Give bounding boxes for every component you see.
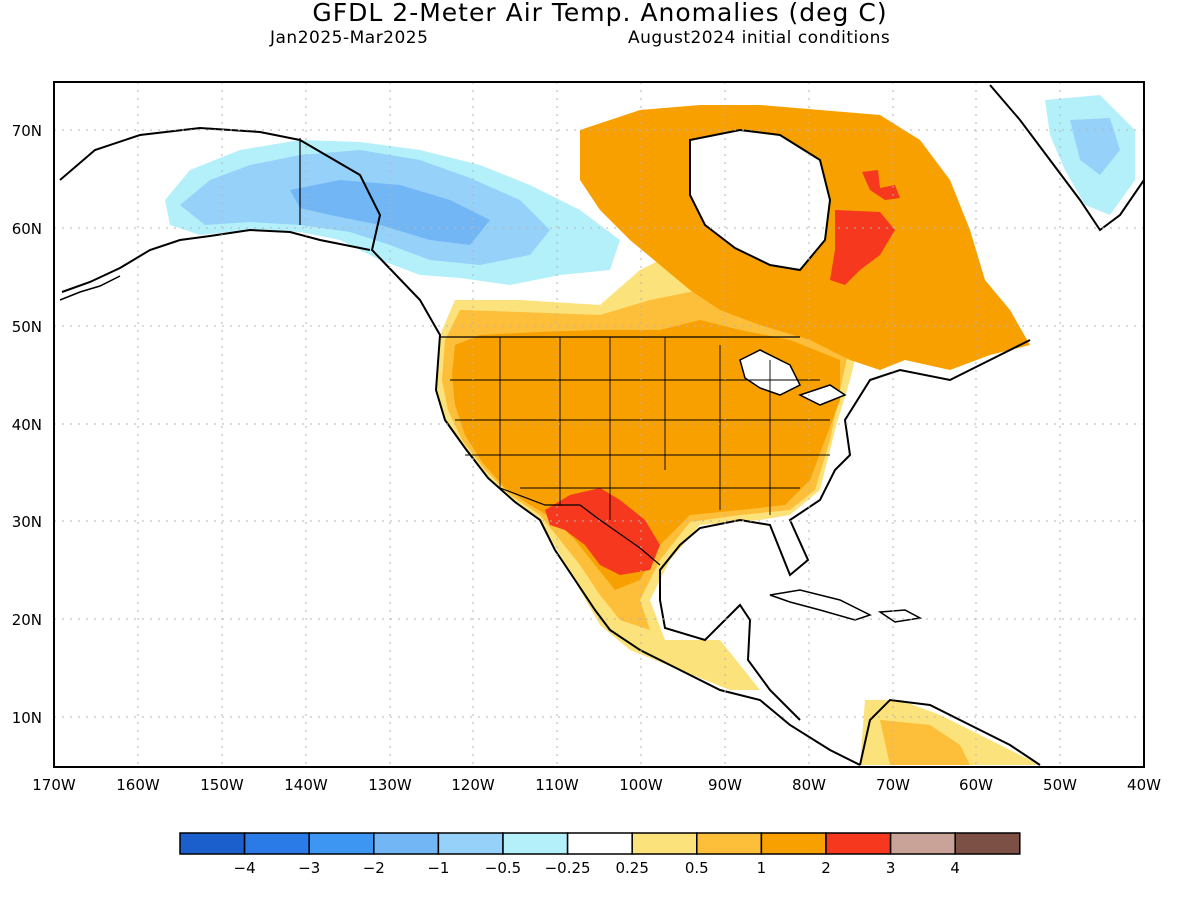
border-us-mexico bbox=[499, 487, 661, 566]
hot-region-labrador bbox=[830, 210, 895, 285]
colorbar-swatch bbox=[437, 832, 504, 855]
lat-tick: 60N bbox=[12, 220, 42, 238]
coastline-hudson bbox=[689, 128, 832, 272]
colorbar-swatch bbox=[502, 832, 569, 855]
greenland-cold-core bbox=[1070, 118, 1120, 175]
colorbar-label: −2 bbox=[363, 859, 385, 877]
south-america-warm2 bbox=[880, 720, 970, 765]
colorbar-label: −1 bbox=[427, 859, 449, 877]
chart-title: GFDL 2-Meter Air Temp. Anomalies (deg C) bbox=[312, 0, 888, 27]
hot-region-texas bbox=[545, 488, 660, 575]
colorbar-swatch bbox=[308, 832, 375, 855]
lon-tick: 120W bbox=[451, 776, 495, 794]
lon-tick: 170W bbox=[32, 776, 76, 794]
map-frame bbox=[53, 81, 1145, 768]
lon-tick: 90W bbox=[708, 776, 742, 794]
lat-tick: 50N bbox=[12, 318, 42, 336]
colorbar-label: 1 bbox=[757, 859, 767, 877]
colorbar-label: 0.25 bbox=[615, 859, 648, 877]
forecast-period: Jan2025-Mar2025 bbox=[270, 28, 429, 48]
cold-region-core bbox=[290, 180, 490, 245]
colorbar-label: 0.5 bbox=[685, 859, 709, 877]
lon-tick: 110W bbox=[535, 776, 579, 794]
colorbar-label: −4 bbox=[234, 859, 256, 877]
coastline-greenland bbox=[989, 84, 1144, 232]
lon-tick: 60W bbox=[959, 776, 993, 794]
colorbar-swatch bbox=[243, 832, 310, 855]
lon-tick: 160W bbox=[116, 776, 160, 794]
coastline-alaska bbox=[59, 126, 371, 293]
lat-tick: 30N bbox=[12, 513, 42, 531]
colorbar-swatch bbox=[889, 832, 956, 855]
colorbar-swatch bbox=[179, 832, 246, 855]
lon-tick: 100W bbox=[619, 776, 663, 794]
lon-tick: 70W bbox=[876, 776, 910, 794]
coastline-east bbox=[659, 339, 1031, 721]
hot-region-baffin bbox=[862, 170, 900, 200]
colorbar-label: 4 bbox=[950, 859, 960, 877]
coastline-hispaniola bbox=[877, 609, 923, 623]
colorbar-swatch bbox=[954, 832, 1021, 855]
colorbar-swatch bbox=[696, 832, 763, 855]
lon-tick: 50W bbox=[1043, 776, 1077, 794]
colorbar-swatch bbox=[760, 832, 827, 855]
lon-tick: 40W bbox=[1127, 776, 1161, 794]
state-borders bbox=[450, 337, 830, 520]
colorbar-swatch bbox=[631, 832, 698, 855]
lon-tick: 150W bbox=[200, 776, 244, 794]
lon-tick: 80W bbox=[792, 776, 826, 794]
initial-conditions: August2024 initial conditions bbox=[628, 28, 891, 48]
colorbar-label: 3 bbox=[886, 859, 896, 877]
lon-tick: 130W bbox=[368, 776, 412, 794]
colorbar-label: 2 bbox=[821, 859, 831, 877]
lon-tick: 140W bbox=[284, 776, 328, 794]
lat-tick: 40N bbox=[12, 416, 42, 434]
colorbar: −4 −3 −2 −1 −0.5 −0.25 0.25 0.5 1 2 3 4 bbox=[179, 832, 1021, 877]
colorbar-label: −0.5 bbox=[485, 859, 521, 877]
grid-lines bbox=[54, 82, 1144, 767]
aleutian-islands bbox=[59, 275, 121, 301]
colorbar-swatch bbox=[373, 832, 440, 855]
colorbar-swatch bbox=[825, 832, 892, 855]
lat-tick: 10N bbox=[12, 709, 42, 727]
colorbar-label: −3 bbox=[298, 859, 320, 877]
coastline-south-america bbox=[859, 698, 1041, 766]
lat-tick: 20N bbox=[12, 611, 42, 629]
colorbar-swatch bbox=[566, 832, 633, 855]
colorbar-label: −0.25 bbox=[545, 859, 591, 877]
lat-tick: 70N bbox=[12, 122, 42, 140]
coastline-west bbox=[299, 139, 861, 766]
coastline-cuba bbox=[769, 589, 872, 621]
